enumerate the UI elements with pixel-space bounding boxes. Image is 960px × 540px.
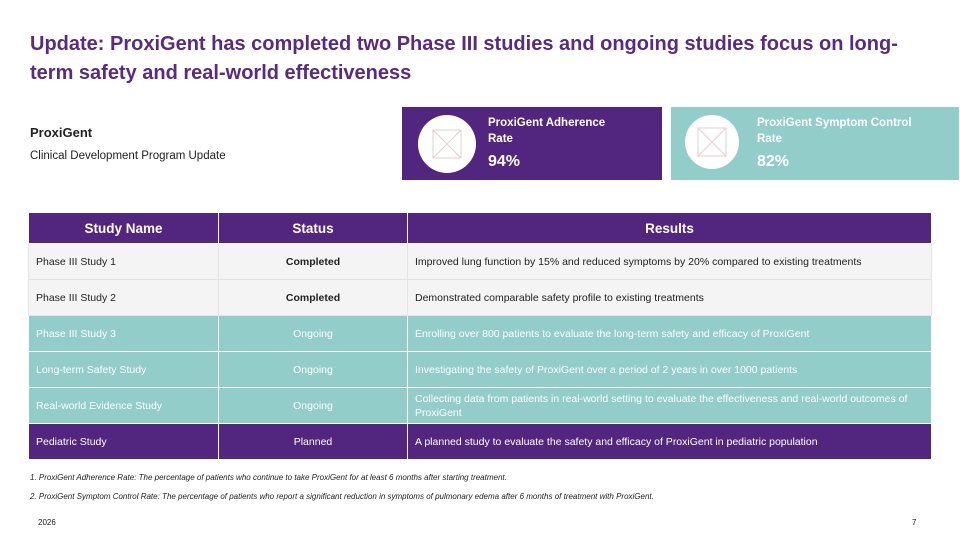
study-name-cell: Phase III Study 3 (28, 315, 219, 352)
table-header-row: Study Name Status Results (28, 212, 932, 244)
study-table: Study Name Status Results Phase III Stud… (28, 212, 932, 460)
footnote-adherence: 1. ProxiGent Adherence Rate: The percent… (30, 473, 507, 482)
results-cell: Enrolling over 800 patients to evaluate … (407, 315, 932, 352)
table-row: Phase III Study 2 Completed Demonstrated… (28, 279, 932, 316)
table-row: Phase III Study 1 Completed Improved lun… (28, 243, 932, 280)
status-cell: Completed (218, 243, 408, 280)
status-cell: Ongoing (218, 351, 408, 388)
status-cell: Completed (218, 279, 408, 316)
results-cell: Investigating the safety of ProxiGent ov… (407, 351, 932, 388)
kpi-card-adherence: ProxiGent Adherence Rate 94% (402, 107, 662, 180)
footnote-symptom-control: 2. ProxiGent Symptom Control Rate: The p… (30, 492, 654, 501)
study-name-cell: Real-world Evidence Study (28, 387, 219, 424)
page-title: Update: ProxiGent has completed two Phas… (30, 33, 898, 84)
footer-year: 2026 (38, 518, 56, 527)
header-study-name: Study Name (28, 212, 219, 244)
table-row: Real-world Evidence Study Ongoing Collec… (28, 387, 932, 424)
image-placeholder-icon (418, 115, 476, 173)
kpi-value: 94% (488, 153, 521, 170)
study-name-cell: Pediatric Study (28, 423, 219, 460)
table-row: Long-term Safety Study Ongoing Investiga… (28, 351, 932, 388)
page-number: 7 (912, 518, 917, 527)
status-cell: Ongoing (218, 315, 408, 352)
header-results: Results (407, 212, 932, 244)
kpi-card-symptom-control: ProxiGent Symptom Control Rate 82% (671, 107, 959, 180)
results-cell: A planned study to evaluate the safety a… (407, 423, 932, 460)
study-name-cell: Long-term Safety Study (28, 351, 219, 388)
table-row: Phase III Study 3 Ongoing Enrolling over… (28, 315, 932, 352)
kpi-value: 82% (757, 153, 790, 170)
results-cell: Improved lung function by 15% and reduce… (407, 243, 932, 280)
results-cell: Demonstrated comparable safety profile t… (407, 279, 932, 316)
status-cell: Planned (218, 423, 408, 460)
image-placeholder-icon (685, 115, 739, 169)
study-name-cell: Phase III Study 2 (28, 279, 219, 316)
table-row: Pediatric Study Planned A planned study … (28, 423, 932, 460)
study-name-cell: Phase III Study 1 (28, 243, 219, 280)
kpi-label: ProxiGent Symptom Control Rate (757, 117, 912, 145)
kpi-label: ProxiGent Adherence Rate (488, 117, 606, 145)
company-name: ProxiGent (30, 125, 93, 140)
header-status: Status (218, 212, 408, 244)
status-cell: Ongoing (218, 387, 408, 424)
results-cell: Collecting data from patients in real-wo… (407, 387, 932, 424)
page-subtitle: Clinical Development Program Update (30, 150, 226, 162)
